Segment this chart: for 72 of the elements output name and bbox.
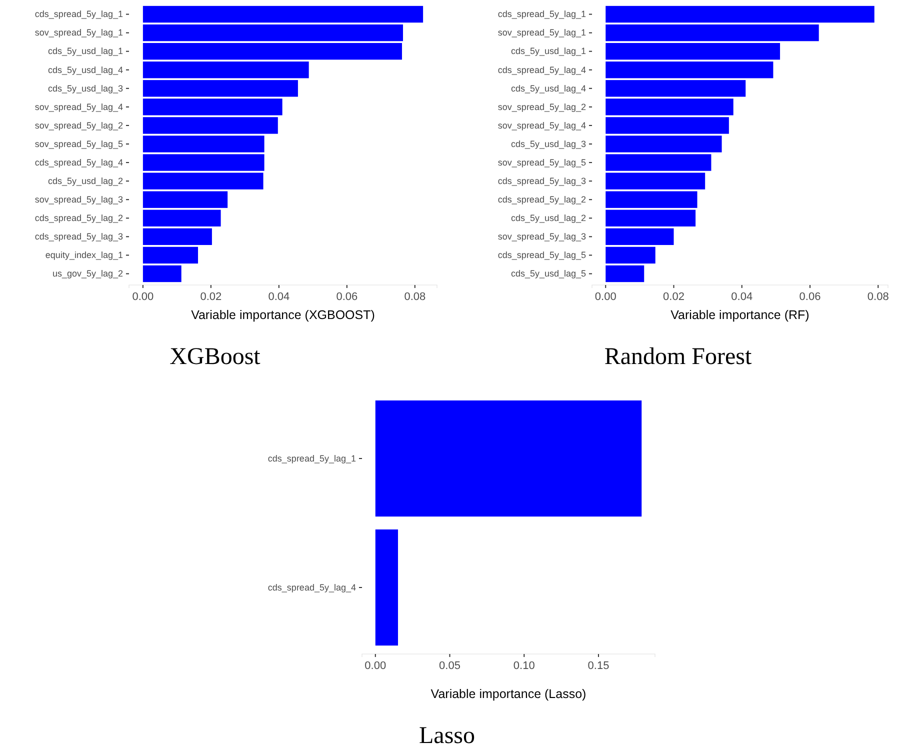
x-tick-label: 0.08 [867,290,889,303]
bar [606,191,698,208]
y-tick-label: sov_spread_5y_lag_3 [34,194,123,204]
bar [142,191,228,208]
y-tick-label: sov_spread_5y_lag_5 [498,157,586,168]
y-tick-label: cds_spread_5y_lag_3 [34,232,123,242]
bar [606,210,696,226]
bar [142,24,404,42]
y-tick-label: cds_spread_5y_lag_5 [498,250,586,260]
bar [606,42,780,60]
x-tick-label: 0.00 [364,660,386,672]
y-tick-label: cds_spread_5y_lag_1 [268,453,356,464]
y-tick-label: sov_spread_5y_lag_2 [34,120,123,130]
y-tick-label: cds_spread_5y_lag_4 [498,64,586,75]
x-tick-label: 0.06 [336,290,358,303]
x-tick-label: 0.08 [404,290,426,303]
y-tick-label: cds_spread_5y_lag_4 [34,157,123,168]
y-tick-label: sov_spread_5y_lag_5 [34,138,123,149]
text: Random Forest [604,344,752,370]
y-tick-label: cds_spread_5y_lag_1 [498,9,586,20]
x-tick-label: 0.02 [663,290,684,303]
x-axis-title: Variable importance (RF) [670,308,810,322]
bar [142,80,298,97]
y-tick-label: sov_spread_5y_lag_3 [498,232,586,242]
x-tick-label: 0.04 [731,290,753,303]
bar [142,228,212,246]
bar [606,228,674,246]
y-tick-label: cds_5y_usd_lag_4 [510,83,586,94]
x-tick-label: 0.02 [200,290,222,303]
y-tick-label: cds_5y_usd_lag_1 [510,46,586,56]
x-axis-title: Variable importance (XGBOOST) [191,308,375,322]
x-tick-label: 0.00 [132,290,154,303]
y-tick-label: cds_5y_usd_lag_3 [48,83,123,94]
y-tick-label: sov_spread_5y_lag_1 [34,28,123,38]
x-tick-label: 0.04 [268,290,290,303]
y-tick-label: sov_spread_5y_lag_4 [34,102,123,112]
y-tick-label: us_gov_5y_lag_2 [52,268,123,279]
bar [142,265,182,282]
y-tick-label: cds_spread_5y_lag_4 [268,582,356,592]
x-tick-label: 0.15 [588,660,610,672]
y-tick-label: cds_5y_usd_lag_3 [510,138,586,149]
bar [606,24,819,42]
y-tick-label: cds_spread_5y_lag_2 [498,194,586,204]
text: Lasso [419,723,475,749]
bar [606,80,746,97]
bar [606,6,874,23]
y-tick-label: cds_spread_5y_lag_1 [34,9,123,20]
y-tick-label: cds_spread_5y_lag_2 [34,213,123,224]
y-tick-label: sov_spread_5y_lag_2 [498,102,586,112]
text: XGBoost [170,344,261,370]
y-tick-label: cds_5y_usd_lag_2 [48,176,123,186]
y-tick-label: cds_5y_usd_lag_5 [510,268,586,279]
bar [142,62,309,78]
y-tick-label: cds_spread_5y_lag_3 [498,176,586,186]
y-tick-label: sov_spread_5y_lag_1 [498,28,586,38]
x-tick-label: 0.10 [513,660,535,672]
bar [142,210,221,226]
y-tick-label: cds_5y_usd_lag_2 [510,213,586,224]
y-tick-label: equity_index_lag_1 [45,250,123,260]
bar [142,6,424,23]
bar [142,246,198,264]
y-tick-label: cds_5y_usd_lag_4 [48,64,123,75]
x-axis-title: Variable importance (Lasso) [430,687,586,701]
bar [606,265,644,282]
bar [142,42,402,60]
x-tick-label: 0.00 [594,290,616,303]
x-tick-label: 0.05 [439,660,460,672]
y-tick-label: sov_spread_5y_lag_4 [498,120,586,130]
bar [606,246,656,264]
y-tick-label: cds_5y_usd_lag_1 [48,46,123,56]
x-tick-label: 0.06 [799,290,821,303]
bar [606,62,774,78]
